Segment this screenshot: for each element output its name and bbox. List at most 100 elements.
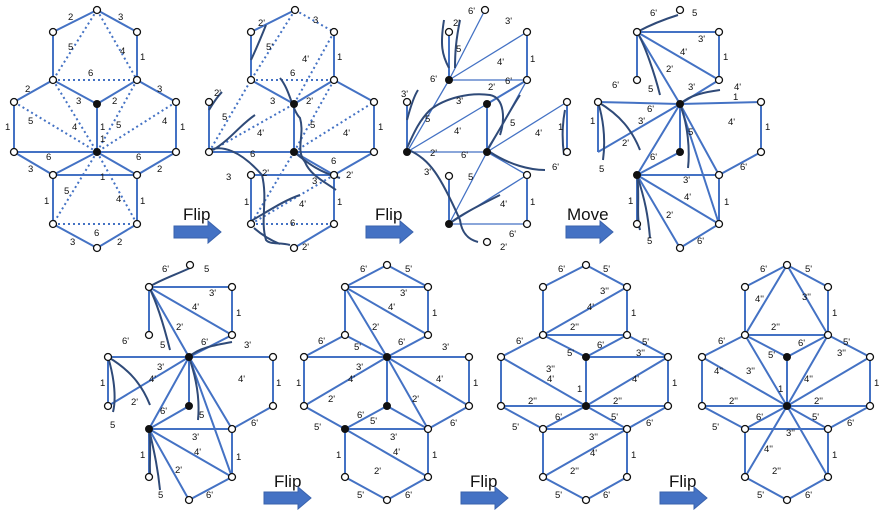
edge-label: 3' [456, 96, 463, 107]
edge-label: 1 [530, 197, 535, 208]
edge-label: 5 [199, 410, 204, 421]
edge-label: 2'' [528, 396, 537, 407]
edge-label: 2 [25, 84, 30, 95]
edge-label: 4 [72, 122, 77, 133]
edge-label: 2' [302, 242, 309, 253]
edge-label: 4' [388, 302, 395, 313]
edge-label: 3' [192, 432, 199, 443]
edge-label: 1 [832, 308, 837, 319]
panel-5: 6' 5 3' 4' 1 2' 6' 5 6' 3' 3' 4' 1 4' 2'… [100, 260, 281, 505]
operation-label: Move [567, 205, 609, 224]
edge-label: 4' [343, 128, 350, 139]
edge-label: 4'' [714, 366, 723, 377]
edge-label: 2'' [729, 396, 738, 407]
edge-label: 1 [100, 134, 105, 145]
edge-label: 5 [116, 120, 121, 131]
edge-label: 4' [194, 447, 201, 458]
edge-label: 3'' [600, 286, 609, 297]
edge-label: 5' [357, 490, 364, 501]
edge-label: 5' [512, 422, 519, 433]
edge-label: 3' [400, 288, 407, 299]
edge-label: 1 [140, 196, 145, 207]
edge-label: 4' [393, 447, 400, 458]
edge-label: 6' [318, 336, 325, 347]
panel-1: 2 3 5 4 1 2 6 3 5 3 2 1 1 4 5 4 1 1 6 6 … [5, 5, 185, 253]
edge-label: 1 [577, 384, 582, 395]
edge-label: 2' [488, 82, 495, 93]
edge-label: 2' [176, 322, 183, 333]
edge-label: 4 [116, 194, 121, 205]
panel-2: 2' 3 5' 4' 1 6 3 2' 5 2' 4' 4' 1 6 6 3 2… [204, 5, 383, 253]
edge-label: 6' [555, 412, 562, 423]
edge-label: 5 [692, 8, 697, 19]
edge-label: 6' [798, 338, 805, 349]
edge-label: 5' [611, 412, 618, 423]
edge-label: 4 [162, 116, 167, 127]
edge-label: 2 [112, 96, 117, 107]
edge-label: 1 [180, 122, 185, 133]
edge-label: 3'' [786, 428, 795, 439]
edge-label: 6' [398, 337, 405, 348]
edge-label: 6' [505, 76, 512, 87]
edge-label: 6 [88, 68, 93, 79]
edge-label: 6' [650, 152, 657, 163]
edge-label: 2' [500, 242, 507, 253]
edge-label: 5 [64, 186, 69, 197]
edge-label: 4' [192, 302, 199, 313]
edge-label: 6' [558, 264, 565, 275]
operation-label: Flip [470, 472, 497, 491]
edge-label: 4'' [764, 444, 773, 455]
edge-label: 2' [131, 397, 138, 408]
edge-label: 2'' [570, 322, 579, 333]
edge-label: 6 [136, 152, 141, 163]
edge-label: 1 [765, 122, 770, 133]
edge-label: 4' [684, 192, 691, 203]
edge-label: 2 [117, 237, 122, 248]
edge-label: 6' [597, 340, 604, 351]
edge-label: 5 [110, 420, 115, 431]
edge-label: 1 [558, 122, 563, 133]
edge-label: 4' [299, 199, 306, 210]
edge-label: 5 [28, 116, 33, 127]
edge-label: 1 [631, 450, 636, 461]
edge-label: 2' [306, 96, 313, 107]
panel-3: 6' 3' 2' 5 4' 3' 1 6' 2' 6' 3' 5 4' 5 4'… [401, 5, 572, 253]
edge-label: 4' [547, 374, 554, 385]
edge-label: 1 [590, 116, 595, 127]
edge-label: 3' [244, 340, 251, 351]
edge-label: 3 [28, 164, 33, 175]
edge-label: 5 [425, 114, 430, 125]
edge-label: 3 [270, 96, 275, 107]
edge-label: 1 [473, 378, 478, 389]
edge-label: 6' [162, 264, 169, 275]
edge-label: 1 [244, 197, 249, 208]
edge-label: 2' [346, 170, 353, 181]
edge-label: 6' [647, 104, 654, 115]
edge-label: 4' [257, 128, 264, 139]
edge-label: 3 [118, 12, 123, 23]
edge-label: 4' [632, 374, 639, 385]
operation-label: Flip [183, 205, 210, 224]
edge-label: 5' [354, 342, 361, 353]
edge-label: 1 [337, 197, 342, 208]
edge-label: 1 [100, 172, 105, 183]
flip-arrow: Flip [173, 205, 222, 244]
edge-label: 3' [683, 175, 690, 186]
edge-label: 6' [509, 229, 516, 240]
edge-label: 3'' [546, 364, 555, 375]
edge-label: 4' [587, 302, 594, 313]
edge-label: 4' [728, 117, 735, 128]
edge-label: 6' [468, 6, 475, 17]
edge-label: 2' [258, 18, 265, 29]
edge-label: 6' [756, 412, 763, 423]
edge-label: 4' [238, 374, 245, 385]
edge-label: 2'' [570, 466, 579, 477]
flip-arrow: Flip [263, 472, 312, 510]
edge-label: 3' [390, 432, 397, 443]
edge-label: 1 [140, 450, 145, 461]
move-arrow: Move [565, 205, 614, 244]
edge-label: 2' [214, 88, 221, 99]
edge-label: 4' [436, 374, 443, 385]
edge-label: 5 [648, 84, 653, 95]
